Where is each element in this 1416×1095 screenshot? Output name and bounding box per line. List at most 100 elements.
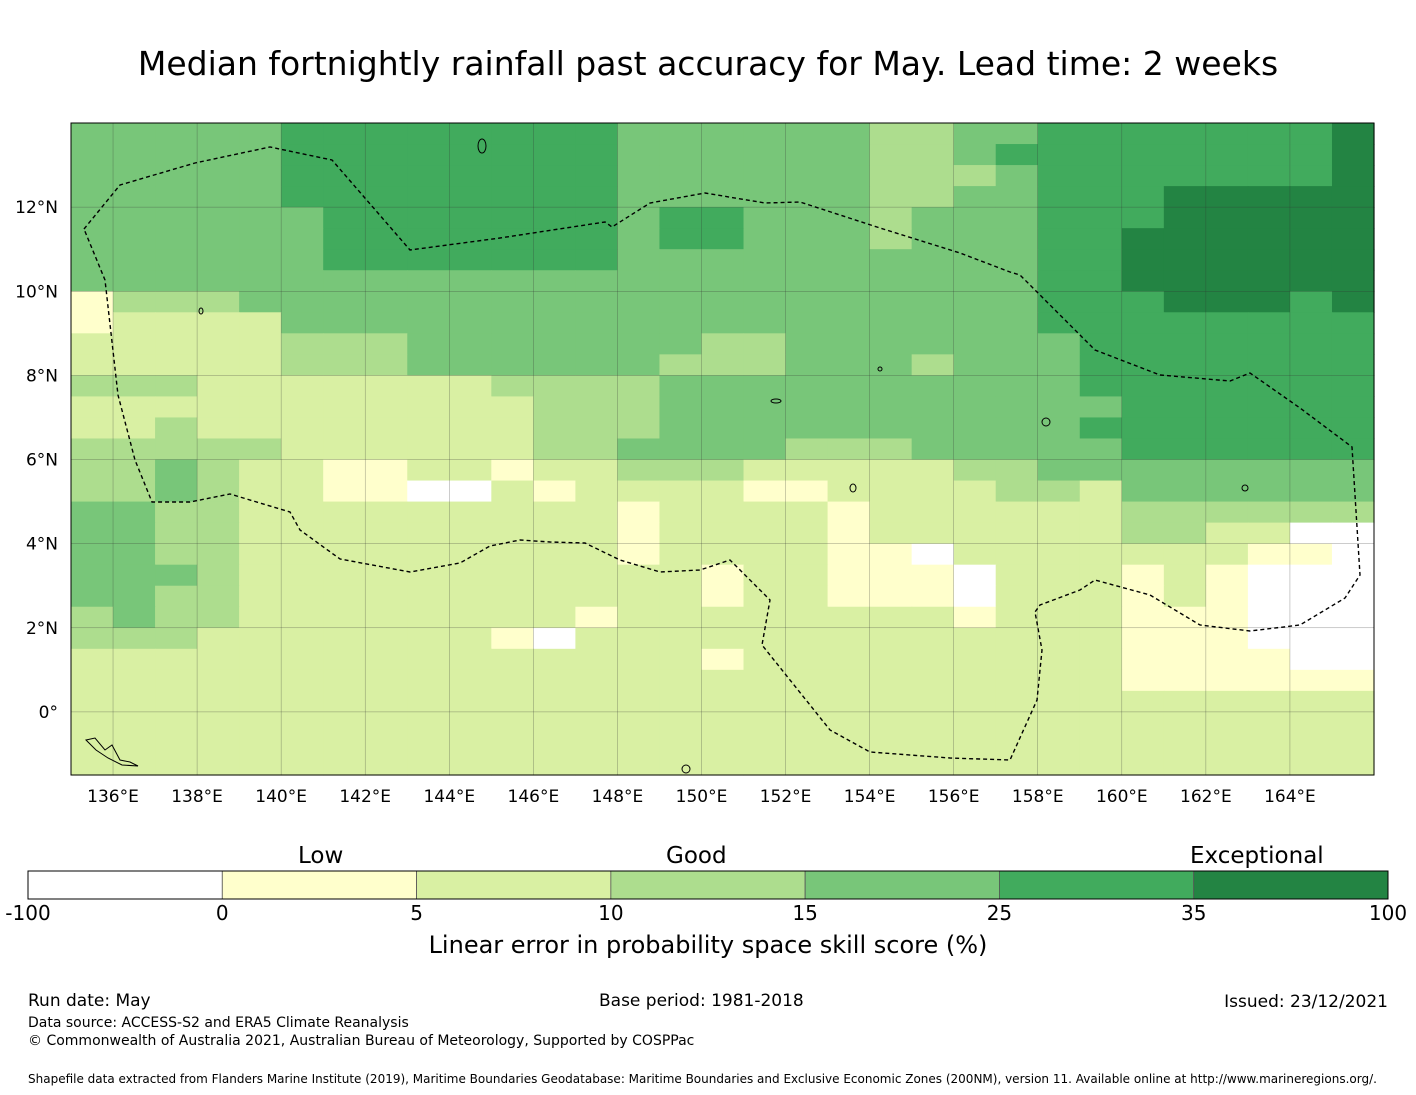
skill-cell [869, 249, 913, 271]
skill-cell [1331, 753, 1375, 776]
skill-cell [365, 438, 408, 461]
skill-cell [1037, 312, 1081, 334]
island-outline [1241, 484, 1249, 492]
skill-cell [1121, 585, 1165, 608]
skill-cell [491, 669, 534, 692]
skill-cell [743, 165, 787, 187]
skill-cell [1163, 459, 1207, 482]
skill-cell [701, 396, 745, 419]
skill-cell [1289, 354, 1333, 376]
skill-cell [323, 375, 366, 398]
skill-cell [995, 207, 1039, 229]
skill-cell [407, 354, 450, 376]
skill-cell [491, 606, 534, 629]
skill-cell [869, 123, 913, 145]
skill-cell [323, 522, 366, 545]
skill-cell [449, 165, 492, 187]
skill-cell [617, 249, 661, 271]
skill-cell [1037, 228, 1081, 250]
skill-cell [953, 543, 997, 566]
skill-cell [1079, 417, 1123, 440]
colorbar-bin [27, 870, 223, 900]
skill-cell [491, 585, 534, 608]
skill-cell [743, 375, 787, 398]
skill-cell [197, 564, 240, 587]
skill-cell [71, 438, 114, 461]
skill-cell [491, 543, 534, 566]
skill-cell [1205, 354, 1249, 376]
skill-cell [701, 627, 745, 650]
skill-cell [239, 522, 282, 545]
skill-cell [197, 165, 240, 187]
skill-cell [659, 459, 703, 482]
skill-cell [1289, 438, 1333, 461]
skill-cell [869, 186, 913, 208]
skill-cell [197, 522, 240, 545]
skill-cell [407, 417, 450, 440]
skill-cell [197, 207, 240, 229]
skill-cell [869, 606, 913, 629]
skill-cell [491, 123, 534, 145]
skill-cell [407, 123, 450, 145]
skill-cell [995, 669, 1039, 692]
skill-cell [155, 123, 198, 145]
colorbar-bin [999, 870, 1195, 900]
island-outline [681, 764, 691, 774]
skill-cell [1079, 732, 1123, 755]
skill-cell [533, 291, 576, 313]
skill-cell [827, 648, 871, 671]
skill-cell [659, 417, 703, 440]
skill-cell [1121, 396, 1165, 419]
skill-cell [407, 333, 450, 355]
skill-cell [1121, 648, 1165, 671]
skill-cell [1289, 291, 1333, 313]
skill-cell [785, 564, 829, 587]
skill-cell [533, 543, 576, 566]
skill-cell [323, 732, 366, 755]
skill-cell [281, 291, 324, 313]
skill-cell [1079, 480, 1123, 503]
skill-cell [827, 690, 871, 713]
skill-cell [365, 501, 408, 524]
skill-cell [491, 354, 534, 376]
skill-cell [869, 711, 913, 734]
skill-map: 136°E 138°E 140°E 142°E 144°E 146°E 148°E 150°E… [15, 122, 1375, 807]
lat-tick-label: 0° [39, 703, 58, 723]
skill-cell [407, 459, 450, 482]
skill-cell [953, 333, 997, 355]
skill-cell [1247, 690, 1291, 713]
skill-cell [785, 438, 829, 461]
skill-cell [365, 732, 408, 755]
skill-cell [449, 354, 492, 376]
skill-cell [407, 249, 450, 271]
skill-cell [407, 375, 450, 398]
skill-cell [953, 354, 997, 376]
skill-cell [365, 249, 408, 271]
skill-cell [617, 165, 661, 187]
skill-cell [743, 480, 787, 503]
skill-cell [1121, 459, 1165, 482]
skill-cell [659, 312, 703, 334]
skill-cell [239, 270, 282, 292]
skill-cell [1163, 186, 1207, 208]
skill-cell [281, 354, 324, 376]
skill-cell [1247, 333, 1291, 355]
skill-cell [197, 585, 240, 608]
skill-cell [1079, 396, 1123, 419]
skill-cell [449, 333, 492, 355]
skill-cell [785, 753, 829, 776]
skill-cell [617, 480, 661, 503]
skill-cell [743, 291, 787, 313]
lon-tick-label: 158°E [1012, 787, 1064, 807]
skill-cell [827, 543, 871, 566]
coastlines [85, 138, 1249, 774]
skill-cell [659, 690, 703, 713]
skill-cell [1331, 207, 1375, 229]
skill-cell [1289, 417, 1333, 440]
skill-cell [953, 606, 997, 629]
skill-cell [743, 669, 787, 692]
lat-tick-label: 10°N [15, 282, 58, 302]
skill-cell [71, 312, 114, 334]
skill-cell [449, 753, 492, 776]
skill-cell [281, 228, 324, 250]
